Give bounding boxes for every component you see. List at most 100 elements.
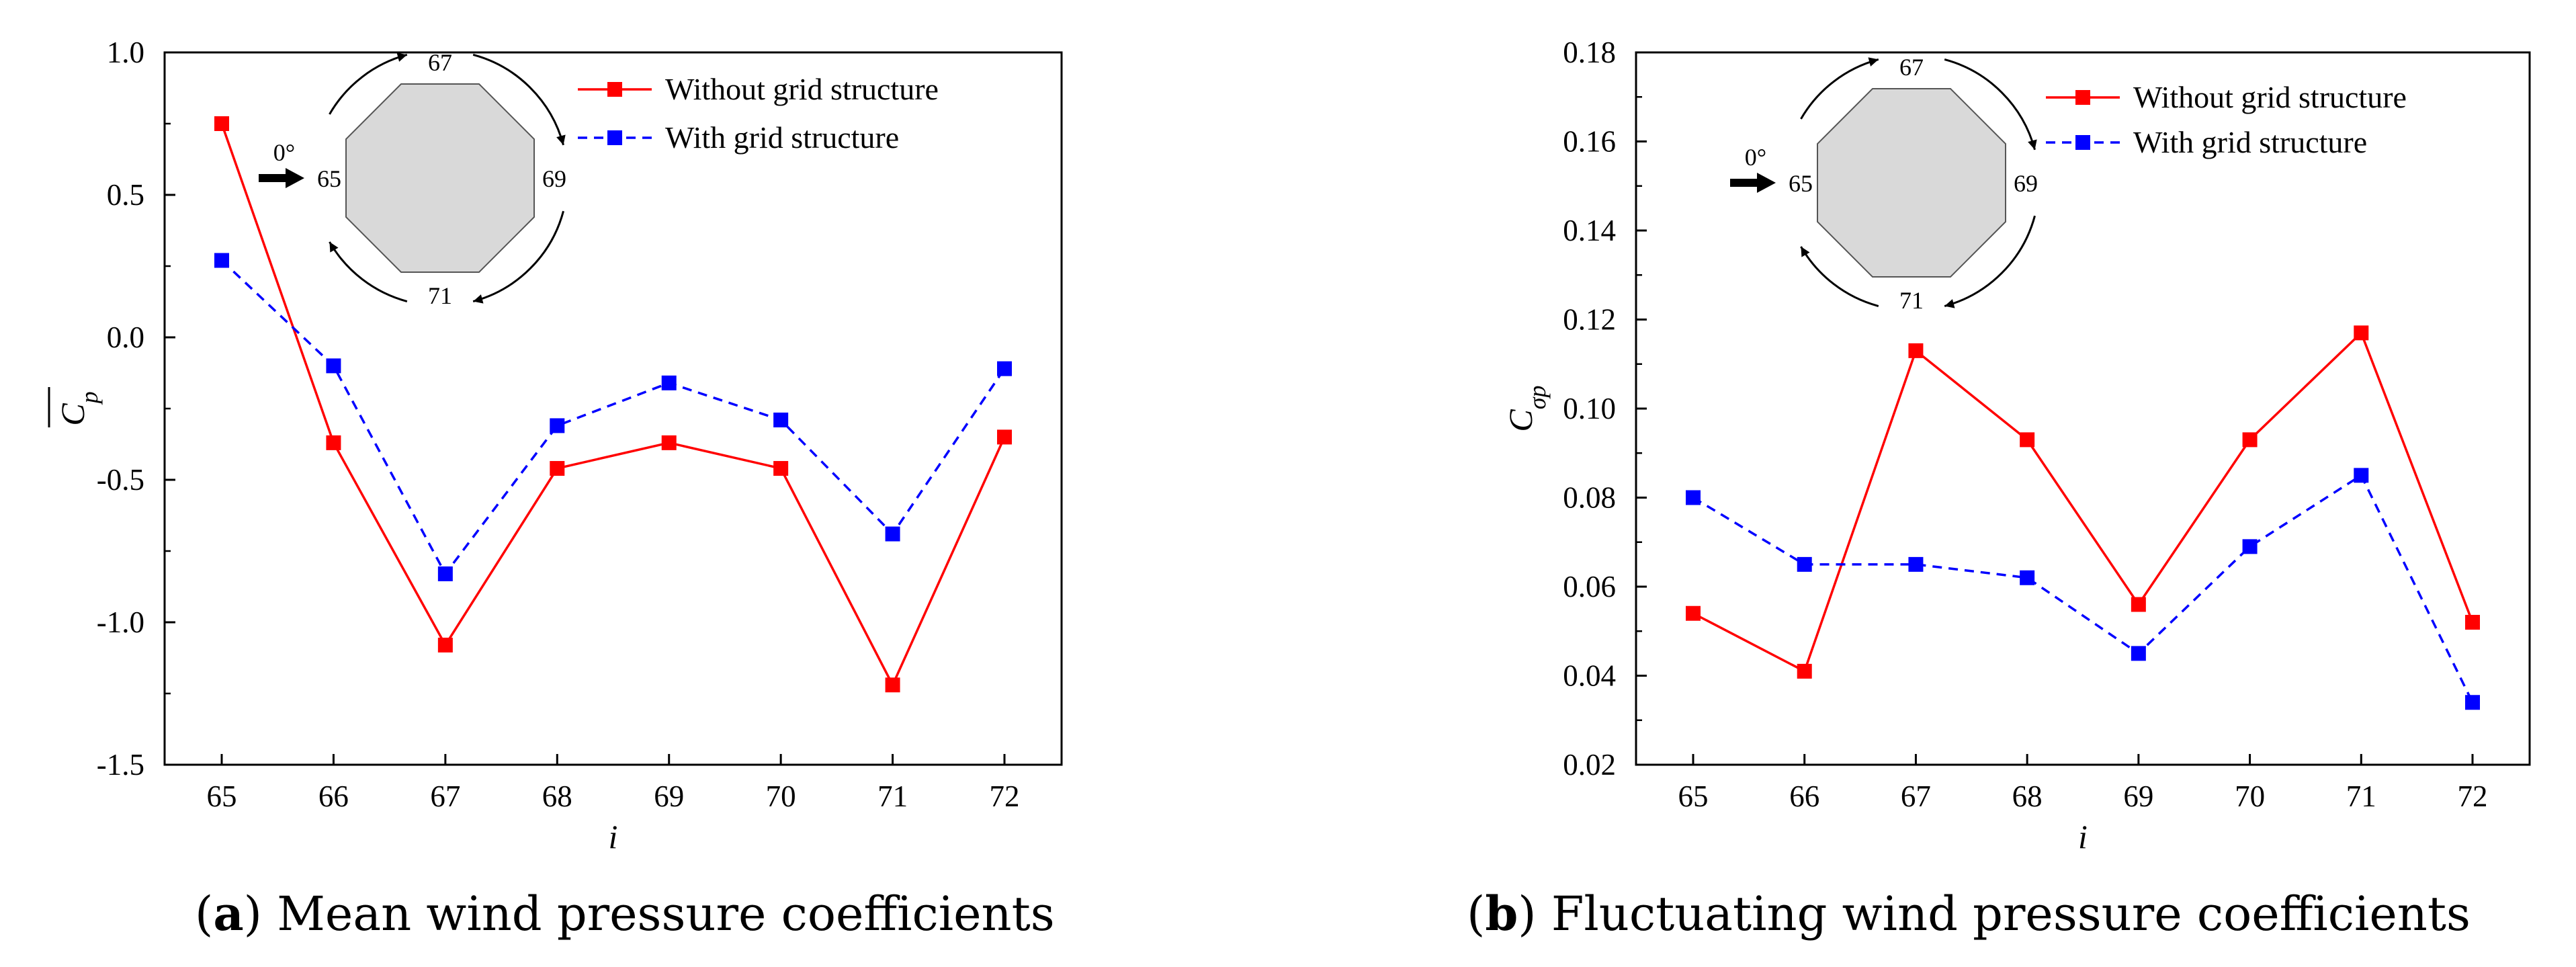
rotation-arrowhead-1 — [2028, 139, 2037, 150]
marker-with-grid-69 — [2131, 646, 2146, 661]
caption-b-label: b — [1485, 886, 1518, 941]
y-tick-label: -1.5 — [97, 748, 144, 782]
rotation-arc-0 — [1800, 58, 1879, 120]
y-tick-label: 0.16 — [1563, 125, 1616, 159]
marker-without-grid-72 — [2465, 615, 2480, 630]
tap-label-67: 67 — [1899, 54, 1924, 81]
marker-without-grid-66 — [326, 435, 341, 450]
marker-with-grid-67 — [437, 566, 453, 581]
marker-without-grid-71 — [2354, 325, 2369, 341]
caption-a: (a) Mean wind pressure coefficients — [195, 886, 1055, 941]
x-axis-label: i — [2078, 818, 2088, 855]
marker-with-grid-65 — [214, 253, 229, 268]
marker-with-grid-71 — [885, 526, 900, 542]
tap-label-69: 69 — [542, 165, 566, 192]
x-tick-label: 66 — [318, 780, 349, 813]
legend-marker-1 — [607, 130, 622, 145]
rotation-arc-3 — [329, 241, 408, 302]
rotation-arrowhead-0 — [1868, 57, 1879, 67]
wind-angle-label: 0° — [1745, 144, 1766, 171]
marker-with-grid-65 — [1686, 490, 1701, 505]
legend-label-1: With grid structure — [2133, 125, 2367, 159]
y-tick-label: -1.0 — [97, 605, 144, 639]
y-axis-label-text: Cp — [54, 391, 103, 425]
y-tick-label: 0.06 — [1563, 570, 1616, 603]
x-tick-label: 69 — [654, 780, 684, 813]
rotation-arrowhead-0 — [396, 52, 407, 62]
marker-with-grid-69 — [661, 375, 677, 390]
marker-without-grid-69 — [2131, 597, 2146, 612]
marker-without-grid-68 — [550, 461, 565, 476]
rotation-arc-1 — [1944, 58, 2036, 151]
marker-without-grid-68 — [2020, 432, 2035, 448]
y-tick-label: 0.12 — [1563, 303, 1616, 337]
caption-a-text: Mean wind pressure coefficients — [277, 886, 1055, 941]
series-line-without-grid — [1692, 331, 2474, 673]
marker-with-grid-72 — [997, 361, 1012, 376]
rotation-arc-3 — [1800, 246, 1879, 307]
x-tick-label: 71 — [877, 780, 908, 813]
marker-with-grid-70 — [773, 412, 789, 427]
series-line-with-grid — [1692, 473, 2474, 704]
rotation-arrowhead-2 — [1944, 299, 1955, 308]
x-tick-label: 70 — [766, 780, 796, 813]
marker-without-grid-71 — [885, 677, 900, 693]
marker-with-grid-66 — [1797, 556, 1812, 572]
wind-arrow-shaft — [259, 174, 289, 182]
y-axis-label: Cσp — [1502, 385, 1551, 431]
rotation-arrowhead-2 — [473, 294, 484, 304]
tap-label-65: 65 — [1789, 170, 1813, 197]
y-axis-label: Cp — [48, 387, 103, 427]
rotation-arrowhead-3 — [1801, 247, 1810, 257]
legend-label-0: Without grid structure — [2133, 80, 2407, 114]
chart-panel-b: 0.02 0.04 0.06 0.08 0.10 0.12 0.14 0.16 0.18 65 66… — [1502, 36, 2531, 855]
x-tick-label: 68 — [542, 780, 572, 813]
marker-without-grid-65 — [214, 116, 229, 131]
marker-with-grid-68 — [550, 418, 565, 433]
marker-without-grid-72 — [997, 429, 1012, 445]
marker-with-grid-66 — [326, 358, 341, 374]
legend-marker-0 — [2075, 90, 2090, 105]
x-tick-label: 68 — [2012, 780, 2043, 813]
inset-diagram: 65 67 69 71 0° — [1730, 54, 2038, 314]
marker-without-grid-70 — [773, 461, 789, 476]
tap-label-71: 71 — [428, 282, 452, 309]
legend-label-1: With grid structure — [665, 120, 899, 155]
y-axis-label-text: Cσp — [1502, 385, 1551, 431]
legend-marker-1 — [2075, 135, 2090, 150]
tap-label-69: 69 — [2014, 170, 2038, 197]
chart-panel-a: -1.5 -1.0 -0.5 0.0 0.5 1.0 65 66 67 68 69 70 71 72 i Cp… — [48, 36, 1063, 855]
marker-without-grid-69 — [661, 435, 677, 450]
x-tick-label: 65 — [207, 780, 237, 813]
tap-label-67: 67 — [428, 49, 452, 76]
x-tick-label: 69 — [2123, 780, 2153, 813]
wind-arrow-icon — [1757, 173, 1776, 193]
x-tick-label: 70 — [2235, 780, 2265, 813]
octagon-shape — [345, 83, 535, 274]
x-tick-label: 72 — [2458, 780, 2488, 813]
legend-label-0: Without grid structure — [665, 72, 939, 106]
x-tick-label: 66 — [1789, 780, 1819, 813]
marker-with-grid-67 — [1908, 556, 1924, 572]
marker-with-grid-70 — [2242, 539, 2258, 554]
x-tick-label: 72 — [990, 780, 1020, 813]
y-tick-label: 0.08 — [1563, 481, 1616, 515]
rotation-arrowhead-3 — [329, 242, 339, 253]
inset-diagram: 65 67 69 71 0° — [259, 49, 566, 309]
rotation-arc-2 — [472, 210, 564, 302]
caption-b-text: Fluctuating wind pressure coefficients — [1551, 886, 2471, 941]
series-line-without-grid — [220, 123, 1006, 688]
marker-with-grid-72 — [2465, 695, 2480, 710]
y-tick-label: 0.04 — [1563, 659, 1616, 693]
plot-frame — [1635, 51, 2531, 766]
marker-with-grid-71 — [2354, 468, 2369, 483]
y-tick-label: 0.10 — [1563, 392, 1616, 425]
legend-marker-0 — [607, 82, 622, 97]
octagon-shape — [1816, 87, 2007, 278]
marker-without-grid-65 — [1686, 605, 1701, 621]
y-tick-label: 0.02 — [1563, 748, 1616, 782]
wind-arrow-shaft — [1730, 179, 1760, 187]
wind-arrow-icon — [286, 168, 304, 188]
x-tick-label: 65 — [1678, 780, 1709, 813]
tap-label-65: 65 — [317, 165, 341, 192]
